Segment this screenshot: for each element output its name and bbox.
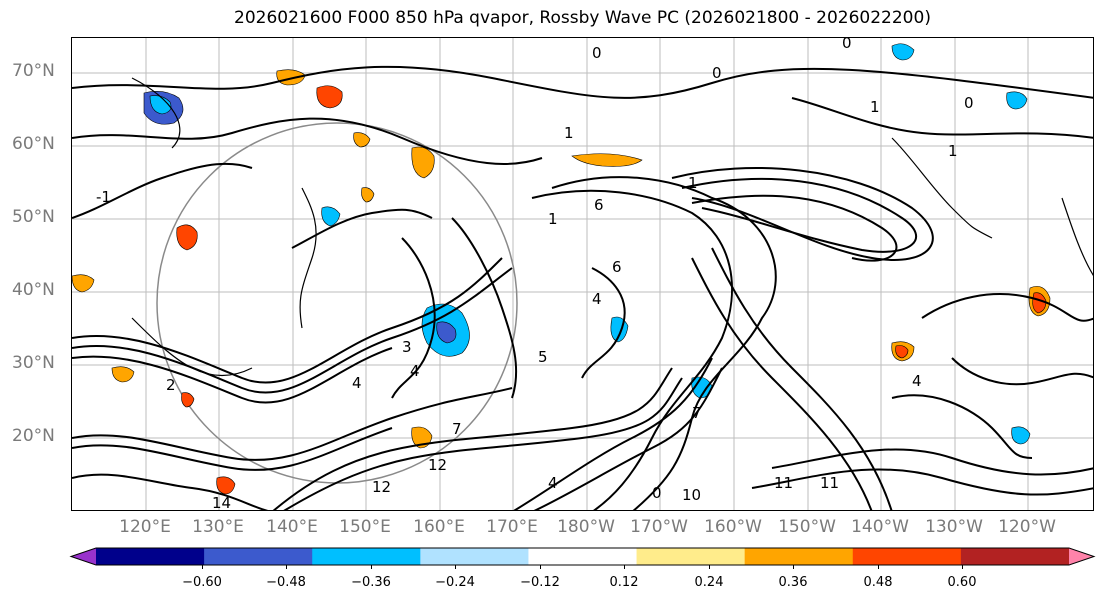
- lon-label-180w: 180°W: [557, 517, 615, 537]
- lat-label-30n: 30°N: [12, 353, 55, 373]
- colorbar-tick-mark: [540, 565, 541, 569]
- contour-label: 1: [688, 174, 698, 192]
- colorbar-tick-label: −0.60: [182, 575, 222, 590]
- lon-label-160w: 160°W: [704, 517, 762, 537]
- colorbar-tick-label: −0.24: [435, 575, 475, 590]
- colorbar-tick-mark: [962, 565, 963, 569]
- lat-label-70n: 70°N: [12, 61, 55, 81]
- colorbar-outline: [69, 547, 1096, 566]
- lon-label-170w: 170°W: [630, 517, 688, 537]
- map-panel: 0 0 1 0 0 1 1 -1 1 6 1 3 4 5 4 6 7 12 12…: [71, 37, 1094, 511]
- lon-label-130w: 130°W: [925, 517, 983, 537]
- contour-label: 1: [548, 210, 558, 228]
- contour-label: 10: [682, 486, 701, 504]
- contour-label: 3: [402, 338, 412, 356]
- colorbar-segment: [204, 548, 313, 565]
- colorbar-tick-label: 0.36: [778, 575, 808, 590]
- colorbar-segment: [96, 548, 205, 565]
- contour-label: 11: [820, 474, 839, 492]
- lon-label-140e: 140°E: [266, 517, 318, 537]
- lon-label-150e: 150°E: [339, 517, 391, 537]
- colorbar-segment: [852, 548, 962, 565]
- gridlines: [72, 38, 1093, 510]
- contour-label: 0: [712, 64, 722, 82]
- colorbar-tick-label: 0.48: [863, 575, 893, 590]
- lon-label-150w: 150°W: [778, 517, 836, 537]
- chart-title: 2026021600 F000 850 hPa qvapor, Rossby W…: [234, 8, 931, 28]
- contour-label: 6: [594, 196, 604, 214]
- lon-label-120e: 120°E: [119, 517, 171, 537]
- colorbar-tick-label: −0.36: [351, 575, 391, 590]
- colorbar-graphic: [69, 547, 1096, 566]
- colorbar-tick-label: −0.48: [266, 575, 306, 590]
- colorbar-segment: [636, 548, 746, 565]
- contour-label: 6: [612, 258, 622, 276]
- map-canvas: 0 0 1 0 0 1 1 -1 1 6 1 3 4 5 4 6 7 12 12…: [72, 38, 1093, 511]
- contour-label: 2: [166, 376, 176, 394]
- lon-label-130e: 130°E: [192, 517, 244, 537]
- coastlines: [131, 77, 1093, 377]
- contour-label: 7: [692, 404, 702, 422]
- contour-label: 4: [548, 474, 558, 492]
- colorbar-segment: [420, 548, 529, 565]
- lat-label-50n: 50°N: [12, 207, 55, 227]
- colorbar-tick-mark: [202, 565, 203, 569]
- colorbar: [69, 547, 1096, 566]
- lon-label-120w: 120°W: [998, 517, 1056, 537]
- colorbar-tick-mark: [793, 565, 794, 569]
- anomaly-patches: [72, 43, 1051, 495]
- colorbar-tick-label: 0.24: [694, 575, 724, 590]
- colorbar-segment: [312, 548, 421, 565]
- contour-label: 0: [592, 44, 602, 62]
- colorbar-tick-mark: [286, 565, 287, 569]
- contour-label: -1: [96, 188, 111, 206]
- colorbar-tick-mark: [709, 565, 710, 569]
- colorbar-tick-mark: [624, 565, 625, 569]
- contour-label: 12: [428, 456, 447, 474]
- contour-label: 4: [592, 290, 602, 308]
- colorbar-tick-mark: [878, 565, 879, 569]
- contour-label: 1: [948, 142, 958, 160]
- contour-label: 0: [964, 94, 974, 112]
- lon-label-160e: 160°E: [413, 517, 465, 537]
- colorbar-extend-low: [71, 548, 96, 565]
- colorbar-segment: [960, 548, 1070, 565]
- contour-label: 7: [452, 420, 462, 438]
- contour-label: 14: [212, 494, 231, 511]
- colorbar-tick-label: 0.12: [609, 575, 639, 590]
- contour-label: 4: [912, 372, 922, 390]
- colorbar-tick-mark: [455, 565, 456, 569]
- lat-label-20n: 20°N: [12, 426, 55, 446]
- colorbar-tick-mark: [371, 565, 372, 569]
- contour-label: 5: [538, 348, 548, 366]
- colorbar-segment: [744, 548, 854, 565]
- contour-label: 12: [372, 478, 391, 496]
- contours: [72, 65, 1093, 510]
- lon-label-170e: 170°E: [486, 517, 538, 537]
- contour-label: 1: [564, 124, 574, 142]
- contour-label: 0: [652, 484, 662, 502]
- contour-label: 4: [410, 362, 420, 380]
- colorbar-tick-label: −0.12: [520, 575, 560, 590]
- colorbar-extend-high: [1069, 548, 1094, 565]
- contour-label: 0: [842, 38, 852, 52]
- contour-label: 1: [870, 98, 880, 116]
- colorbar-segment: [528, 548, 638, 565]
- region-circle: [156, 122, 518, 484]
- contour-label: 11: [774, 474, 793, 492]
- lon-label-140w: 140°W: [851, 517, 909, 537]
- colorbar-tick-label: 0.60: [947, 575, 977, 590]
- contour-label: 4: [352, 374, 362, 392]
- lat-label-40n: 40°N: [12, 280, 55, 300]
- contour-labels: 0 0 1 0 0 1 1 -1 1 6 1 3 4 5 4 6 7 12 12…: [96, 38, 974, 511]
- lat-label-60n: 60°N: [12, 134, 55, 154]
